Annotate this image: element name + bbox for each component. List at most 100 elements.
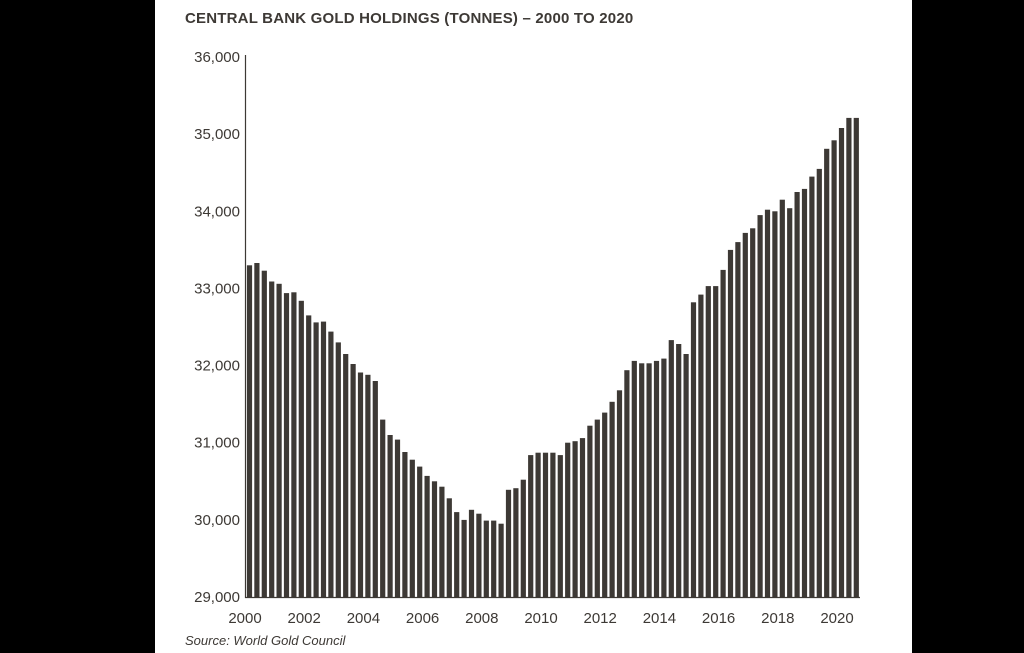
bar (424, 475, 430, 597)
bar (505, 489, 512, 597)
bar (402, 452, 408, 597)
y-tick-label: 31,000 (194, 435, 240, 452)
x-tick-label: 2014 (643, 610, 676, 627)
bar (246, 265, 253, 597)
bar (557, 455, 563, 597)
bar (261, 270, 267, 597)
bar (542, 452, 549, 597)
bar (572, 441, 578, 597)
bar (498, 523, 504, 597)
bar (698, 294, 704, 597)
bar (409, 459, 415, 597)
chart-title: CENTRAL BANK GOLD HOLDINGS (TONNES) – 20… (185, 10, 634, 27)
bar (631, 360, 637, 597)
bar (624, 370, 630, 597)
bar (602, 412, 608, 597)
bar (380, 419, 386, 597)
bar (831, 140, 837, 598)
bar (483, 520, 489, 597)
bar (254, 263, 260, 597)
bar (779, 199, 785, 597)
bar (816, 168, 822, 597)
bar (394, 439, 401, 597)
bar (298, 300, 304, 597)
bar (283, 293, 290, 597)
bar (676, 344, 682, 597)
bar (372, 381, 378, 597)
bar (661, 358, 667, 597)
bar (357, 372, 364, 597)
bar (646, 363, 652, 597)
bar (750, 228, 756, 598)
bar (668, 340, 674, 597)
y-tick-label: 33,000 (194, 280, 240, 297)
bar (565, 442, 571, 597)
bar (461, 519, 467, 597)
y-tick-label: 29,000 (194, 589, 240, 606)
bar (291, 292, 297, 597)
bar (335, 342, 341, 597)
bar (809, 176, 815, 597)
x-tick-label: 2020 (820, 610, 853, 627)
bar (476, 513, 482, 597)
bar (787, 208, 793, 597)
bar (720, 269, 726, 597)
y-tick-label: 36,000 (194, 49, 240, 66)
bar (609, 401, 615, 597)
bar (853, 117, 859, 598)
bar (579, 438, 586, 597)
bar (735, 242, 741, 597)
x-tick-label: 2006 (406, 610, 439, 627)
bar (276, 283, 282, 597)
bar (838, 128, 845, 597)
x-tick-label: 2008 (465, 610, 498, 627)
bar (491, 520, 497, 597)
bar (313, 322, 319, 597)
bar (705, 286, 711, 597)
bar (846, 117, 852, 598)
bar (350, 364, 356, 597)
x-tick-label: 2018 (761, 610, 794, 627)
bar (772, 211, 778, 598)
bar (439, 486, 445, 597)
bar (690, 302, 697, 597)
bar (417, 466, 423, 597)
bar (446, 498, 452, 597)
bar (387, 435, 393, 597)
bar (587, 425, 593, 597)
bar (550, 452, 556, 597)
bar (639, 363, 645, 597)
x-tick-label: 2012 (584, 610, 617, 627)
bar (683, 354, 689, 597)
bar (757, 215, 763, 597)
x-tick-label: 2010 (524, 610, 557, 627)
bar (653, 360, 660, 597)
x-tick-label: 2002 (288, 610, 321, 627)
y-tick-label: 35,000 (194, 126, 240, 143)
bar (528, 455, 534, 597)
bar (794, 192, 800, 597)
bar (513, 488, 519, 597)
x-tick-label: 2004 (347, 610, 380, 627)
y-tick-label: 30,000 (194, 512, 240, 529)
bar (535, 452, 541, 597)
bar (713, 286, 719, 597)
bar (616, 390, 623, 597)
bar (742, 232, 748, 597)
bar (727, 249, 734, 597)
bar (801, 188, 808, 597)
bar (343, 354, 349, 597)
bar (824, 148, 830, 598)
bar (520, 479, 526, 597)
bar (594, 419, 600, 597)
bar (454, 512, 460, 597)
x-tick-label: 2016 (702, 610, 735, 627)
y-tick-label: 34,000 (194, 203, 240, 220)
bar (269, 281, 275, 597)
bar (431, 481, 438, 597)
bar (320, 321, 327, 597)
bar (764, 209, 771, 597)
bar (365, 374, 371, 597)
bar (306, 315, 312, 597)
